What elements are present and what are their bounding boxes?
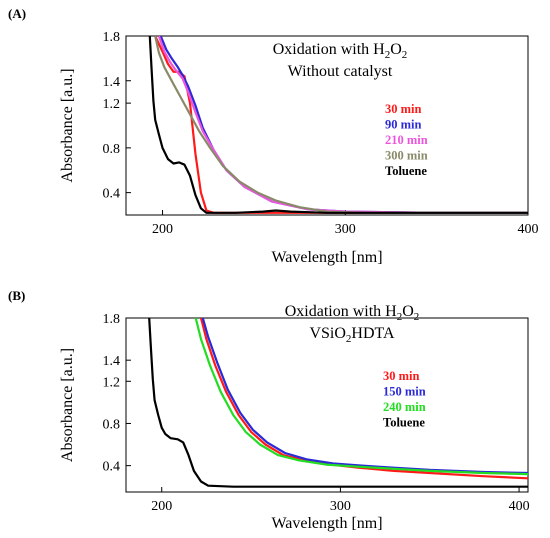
legend-entry: 150 min <box>383 385 426 399</box>
x-axis-label: Wavelength [nm] <box>271 515 382 532</box>
x-tick-label: 200 <box>152 222 173 237</box>
plot-frame <box>125 317 529 493</box>
title-text: Oxidation with H <box>285 303 397 320</box>
legend-entry: Toluene <box>383 416 425 430</box>
x-tick-label: 400 <box>509 499 530 514</box>
title-text: O <box>402 303 414 320</box>
chart-title-line: VSiO2HDTA <box>309 325 395 345</box>
series-line-30-min <box>199 318 528 480</box>
y-tick-label: 0.8 <box>103 417 121 432</box>
y-tick-label: 1.8 <box>103 312 121 327</box>
chart-title-line: Oxidation with H2O2 <box>273 41 408 61</box>
y-tick-label: 0.4 <box>103 460 121 475</box>
x-tick-label: 400 <box>518 222 539 237</box>
legend-entry: 90 min <box>385 118 422 132</box>
y-axis-label: Absorbance [a.u.] <box>59 348 76 462</box>
series-group <box>148 36 528 214</box>
x-axis-label: Wavelength [nm] <box>271 249 382 266</box>
legend-entry: 300 min <box>385 149 428 163</box>
x-tick-label: 300 <box>330 499 351 514</box>
title-subscript: 2 <box>346 333 352 345</box>
title-text: HDTA <box>351 325 395 342</box>
panel-label: (A) <box>8 6 26 21</box>
y-tick-label: 1.2 <box>103 375 121 390</box>
series-line-toluene <box>148 318 528 488</box>
title-subscript: 2 <box>385 49 391 61</box>
series-group <box>148 318 528 488</box>
y-tick-label: 0.4 <box>103 187 121 202</box>
legend-entry: 240 min <box>383 400 426 414</box>
title-text: Oxidation with H <box>273 41 385 58</box>
title-subscript: 2 <box>414 311 420 323</box>
title-subscript: 2 <box>402 49 408 61</box>
chart-title-line: Without catalyst <box>288 63 393 80</box>
title-text: Without catalyst <box>288 63 393 80</box>
plot-frame <box>125 35 529 216</box>
series-line-240-min <box>194 318 528 476</box>
panel-label: (B) <box>8 288 25 303</box>
y-tick-label: 1.4 <box>103 75 121 90</box>
x-tick-label: 300 <box>335 222 356 237</box>
x-tick-label: 200 <box>151 499 172 514</box>
legend-entry: 30 min <box>383 369 420 383</box>
y-tick-label: 1.4 <box>103 354 121 369</box>
y-axis-label: Absorbance [a.u.] <box>59 68 76 182</box>
legend-entry: 210 min <box>385 133 428 147</box>
y-tick-label: 1.8 <box>103 30 121 45</box>
title-text: O <box>390 41 402 58</box>
title-text: VSiO <box>309 325 345 342</box>
chart-title-line: Oxidation with H2O2 <box>285 303 420 323</box>
chart-panel-b: (B) 0.4 0.8 1.2 1.4 1.8 200 300 400 Wavelength [n… <box>8 288 530 532</box>
legend-entry: Toluene <box>385 164 427 178</box>
legend-entry: 30 min <box>385 102 422 116</box>
y-tick-label: 1.2 <box>103 97 121 112</box>
title-subscript: 2 <box>397 311 403 323</box>
series-line-toluene <box>148 36 528 214</box>
y-tick-label: 0.8 <box>103 142 121 157</box>
chart-panel-a: (A) 0.4 0.8 1.2 1.4 1.8 200 300 400 Wavelength [n… <box>8 6 539 266</box>
